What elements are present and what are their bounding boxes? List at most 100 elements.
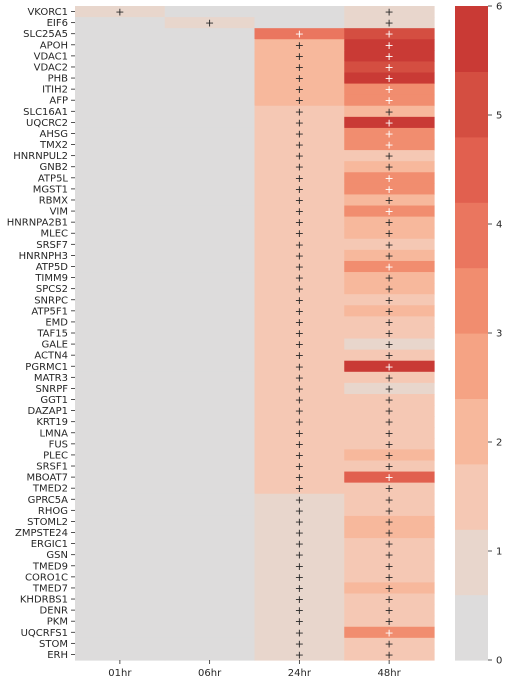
cell-rhog-06hr	[164, 504, 256, 517]
cell-mark-rbmx-48hr: +	[385, 194, 394, 207]
cell-tmed2-01hr	[75, 482, 166, 495]
cell-ggt1-24hr	[254, 393, 345, 406]
row-label-phb: PHB	[48, 74, 69, 85]
cell-tmed2-24hr	[254, 482, 345, 495]
cell-mark-tmed9-24hr: +	[295, 560, 304, 573]
cell-gsn-48hr	[344, 549, 435, 561]
cell-atp5d-01hr	[75, 260, 166, 273]
colorbar-tick-label-4: 4	[496, 220, 502, 231]
cell-mgst1-24hr	[254, 183, 345, 196]
cell-mark-snrpc-24hr: +	[295, 294, 304, 307]
cell-annotations: + ++ ++ ++ ++ ++ ++ ++ ++ ++ ++ ++ ++ ++ ++ ++ ++ ++ ++ ++ +…	[115, 6, 393, 662]
cell-lmna-01hr	[75, 427, 166, 439]
cell-stoml2-48hr	[344, 515, 435, 528]
cell-rhog-48hr	[344, 504, 435, 517]
row-label-spcs2: SPCS2	[36, 284, 68, 295]
cell-mark-mlec-24hr: +	[295, 227, 304, 240]
row-label-tmed7: TMED7	[32, 583, 68, 594]
cell-ergic1-48hr	[344, 538, 435, 550]
cell-ggt1-48hr	[344, 393, 435, 406]
cell-zmpste24-48hr	[344, 526, 435, 539]
cell-mark-mboat7-48hr: +	[385, 471, 394, 484]
cell-pgrmc1-01hr	[75, 360, 166, 373]
cell-mark-khdrbs1-24hr: +	[295, 593, 304, 606]
cell-mgst1-01hr	[75, 183, 166, 196]
cell-actn4-06hr	[164, 349, 256, 362]
cell-matr3-06hr	[164, 371, 256, 384]
cell-rbmx-24hr	[254, 194, 345, 207]
cell-vkorc1-48hr	[344, 6, 435, 18]
cell-mark-pkm-48hr: +	[385, 615, 394, 628]
cell-krt19-01hr	[75, 416, 166, 428]
cell-ahsg-01hr	[75, 127, 166, 140]
cell-taf15-48hr	[344, 327, 435, 340]
cell-pkm-01hr	[75, 615, 166, 628]
cell-itih2-06hr	[164, 83, 256, 96]
row-label-matr3: MATR3	[34, 373, 68, 384]
row-label-itih2: ITIH2	[42, 85, 68, 96]
cell-uqcrc2-24hr	[254, 116, 345, 129]
cell-mark-plec-24hr: +	[295, 449, 304, 462]
cell-slc25a5-06hr	[164, 28, 256, 40]
row-label-erh: ERH	[47, 650, 68, 661]
cell-apoh-48hr	[344, 39, 435, 51]
cell-gsn-01hr	[75, 549, 166, 561]
row-label-mgst1: MGST1	[33, 184, 68, 195]
cell-gale-48hr	[344, 338, 435, 351]
cell-emd-06hr	[164, 316, 256, 329]
cell-mark-erh-24hr: +	[295, 648, 304, 661]
cell-vdac2-01hr	[75, 61, 166, 74]
cell-fus-48hr	[344, 438, 435, 450]
cell-afp-06hr	[164, 94, 256, 107]
cell-mark-hnrnph3-24hr: +	[295, 249, 304, 262]
row-label-uqcrc2: UQCRC2	[26, 118, 68, 129]
cell-mark-atp5d-48hr: +	[385, 260, 394, 273]
cell-phb-24hr	[254, 72, 345, 85]
colorbar-tick-label-1: 1	[496, 547, 502, 558]
cell-matr3-01hr	[75, 371, 166, 384]
row-label-vim: VIM	[50, 207, 68, 218]
row-label-gsn: GSN	[46, 550, 68, 561]
colorbar-band-4	[455, 333, 488, 399]
cell-fus-24hr	[254, 438, 345, 450]
cell-mark-gprc5a-48hr: +	[385, 493, 394, 506]
cell-vdac2-24hr	[254, 61, 345, 74]
cell-rhog-01hr	[75, 504, 166, 517]
row-label-srsf1: SRSF1	[36, 462, 68, 473]
cell-gprc5a-48hr	[344, 493, 435, 506]
cell-plec-48hr	[344, 449, 435, 462]
cell-gprc5a-06hr	[164, 493, 256, 506]
cell-gsn-06hr	[164, 549, 256, 561]
cell-mark-matr3-48hr: +	[385, 371, 394, 384]
row-label-dazap1: DAZAP1	[28, 406, 68, 417]
cell-mark-actn4-48hr: +	[385, 349, 394, 362]
row-label-apoh: APOH	[40, 40, 68, 51]
row-label-hnrnph3: HNRNPH3	[19, 251, 68, 262]
colorbar-band-5	[455, 267, 488, 334]
cell-ggt1-06hr	[164, 393, 256, 406]
cell-mark-slc16a1-48hr: +	[385, 105, 394, 118]
cell-mark-zmpste24-24hr: +	[295, 527, 304, 540]
cell-vdac1-24hr	[254, 50, 345, 63]
cell-mlec-24hr	[254, 227, 345, 240]
cell-uqcrc2-48hr	[344, 116, 435, 129]
cell-zmpste24-01hr	[75, 526, 166, 539]
row-label-gprc5a: GPRC5A	[28, 495, 69, 506]
row-label-mboat7: MBOAT7	[26, 473, 68, 484]
cell-mark-uqcrc2-24hr: +	[295, 116, 304, 129]
cell-lmna-48hr	[344, 427, 435, 439]
cell-mark-dazap1-48hr: +	[385, 405, 394, 418]
cell-uqcrfs1-48hr	[344, 626, 435, 639]
cell-atp5l-24hr	[254, 172, 345, 184]
cell-eif6-06hr	[164, 17, 256, 29]
cell-mark-mboat7-24hr: +	[295, 471, 304, 484]
cell-taf15-24hr	[254, 327, 345, 340]
cell-mark-gnb2-24hr: +	[295, 161, 304, 174]
cell-hnrnpa2b1-24hr	[254, 216, 345, 229]
colorbar-tick-label-0: 0	[496, 656, 502, 667]
row-label-hnrnpa2b1: HNRNPA2B1	[7, 218, 68, 229]
cell-snrpc-48hr	[344, 294, 435, 306]
cell-mark-vdac1-48hr: +	[385, 50, 394, 63]
cell-mark-itih2-24hr: +	[295, 83, 304, 96]
